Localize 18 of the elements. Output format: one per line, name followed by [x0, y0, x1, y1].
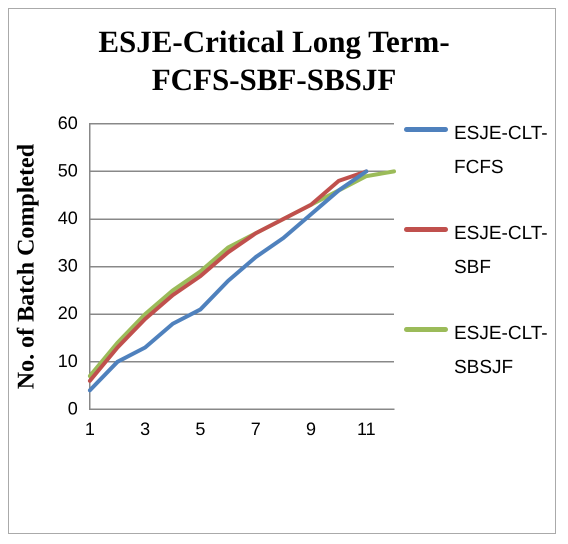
legend-label: ESJE-CLT-FCFS — [454, 122, 549, 180]
y-tick-label: 30 — [58, 256, 78, 276]
y-tick-label: 0 — [68, 398, 78, 418]
y-tick-label: 50 — [58, 160, 78, 180]
x-tick-label: 11 — [357, 419, 376, 440]
legend-label: ESJE-CLT-SBF — [454, 222, 549, 280]
legend-label: ESJE-CLT-SBSJF — [454, 322, 549, 380]
x-tick-label: 5 — [195, 419, 206, 440]
y-axis-title: No. of Batch Completed — [14, 143, 40, 390]
y-tick-label: 40 — [58, 208, 78, 228]
x-tick-label: 7 — [250, 419, 261, 440]
chart-title: ESJE-Critical Long Term-FCFS-SBF-SBSJF — [97, 23, 451, 99]
y-tick-label: 20 — [58, 303, 78, 324]
x-tick-label: 9 — [306, 419, 316, 440]
x-tick-label: 1 — [84, 419, 95, 440]
y-tick-label: 60 — [58, 112, 78, 133]
y-tick-label: 10 — [58, 350, 78, 371]
x-tick-label: 3 — [140, 419, 150, 440]
